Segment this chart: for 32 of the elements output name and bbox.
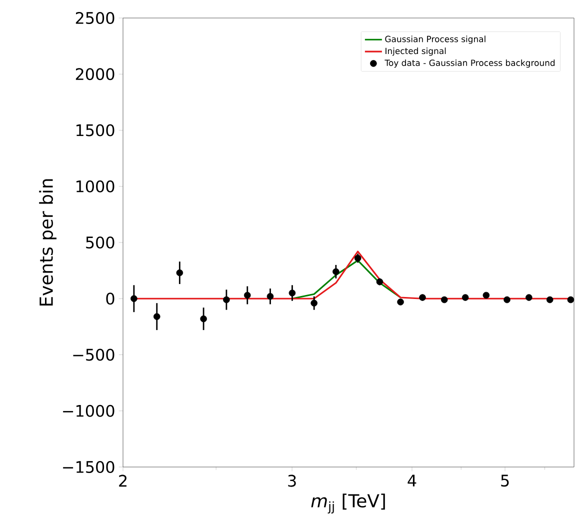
point [376, 278, 384, 286]
point [266, 292, 274, 300]
point [244, 292, 251, 299]
point [223, 296, 230, 304]
x-tick-label: 5 [501, 474, 509, 487]
point [397, 298, 404, 306]
y-tick-label: −1000 [63, 404, 114, 417]
x-tick-label: 4 [408, 474, 416, 486]
x-tick-label: 3 [288, 474, 296, 487]
point [310, 300, 318, 306]
point [440, 296, 448, 304]
y-tick-label: 1500 [76, 124, 114, 136]
point [462, 294, 469, 301]
y-tick-label: −1500 [63, 460, 114, 474]
y-tick-label: 500 [86, 236, 114, 249]
y-axis-title: Events per bin [39, 179, 56, 306]
y-tick-label: 2000 [76, 68, 114, 80]
point [419, 294, 426, 301]
legend-label: Injected signal [386, 48, 446, 56]
point [332, 268, 340, 276]
point [200, 315, 207, 322]
point [354, 254, 362, 262]
x-axis-title: m$_{jj}$ [TeV] [311, 494, 385, 514]
legend-label: Gaussian Process signal [385, 36, 486, 44]
y-tick-label: 2500 [76, 12, 114, 24]
x-tick-label: 2 [119, 474, 126, 487]
y-tick-label: −500 [73, 348, 114, 361]
legend-label: Toy data - Gaussian Process background [384, 59, 555, 68]
y-tick-label: 1000 [76, 180, 114, 192]
point [482, 292, 490, 299]
y-tick-label: 0 [106, 292, 114, 305]
point [288, 290, 296, 296]
